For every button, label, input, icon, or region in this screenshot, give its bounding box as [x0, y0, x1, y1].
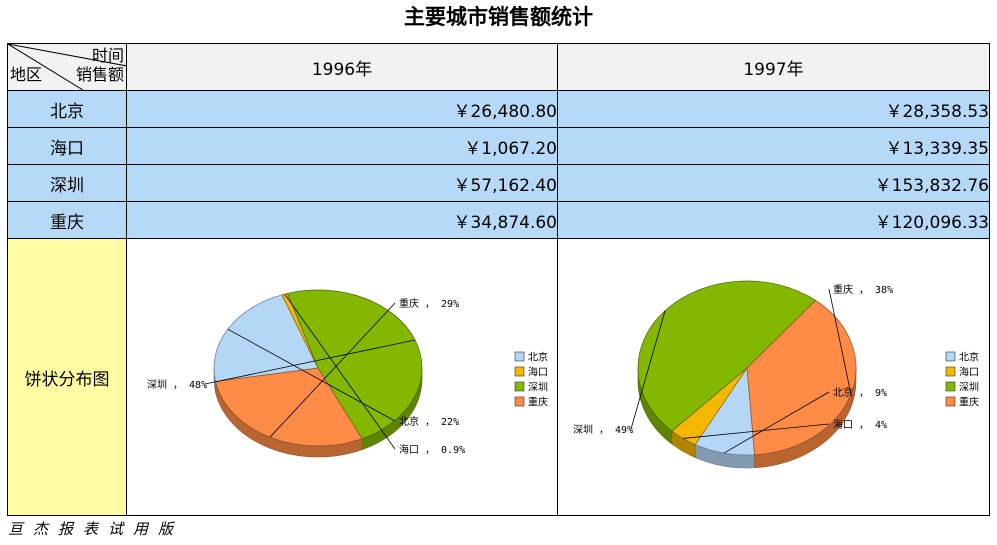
legend-swatch	[514, 366, 525, 377]
slice-label: 北京 ， 9%	[833, 386, 887, 399]
slice-label: 北京 ， 22%	[399, 415, 459, 428]
sales-cell: ￥28,358.53	[557, 90, 990, 128]
city-cell: 海口	[7, 127, 127, 165]
sales-cell: ￥13,339.35	[557, 127, 990, 165]
sales-cell: ￥57,162.40	[126, 164, 558, 202]
leader-line	[723, 391, 830, 454]
table-row: 深圳 ￥57,162.40 ￥153,832.76	[7, 164, 990, 202]
sales-cell: ￥1,067.20	[126, 127, 558, 165]
table-row: 北京 ￥26,480.80 ￥28,358.53	[7, 90, 990, 128]
pie-slice-北京	[213, 294, 319, 382]
legend-label: 北京	[959, 351, 979, 364]
slice-label: 深圳 ， 49%	[573, 424, 633, 436]
trial-version-footer: 亘杰报表试用版	[8, 520, 184, 538]
corner-region-label: 地区	[10, 65, 43, 84]
legend-label: 重庆	[959, 396, 979, 409]
table-row: 海口 ￥1,067.20 ￥13,339.35	[7, 127, 990, 165]
pie-cell-1996: 北京 ， 22% 海口 ， 0.9% 深圳 ， 48% 重庆 ， 29% 北京海口深圳重…	[126, 238, 558, 516]
table-row: 重庆 ￥34,874.60 ￥120,096.33	[7, 201, 990, 239]
year-header-1996: 1996年	[126, 43, 558, 91]
legend-swatch	[514, 381, 525, 392]
corner-header-cell: 时间 销售额 地区	[7, 43, 127, 91]
slice-label: 深圳 ， 48%	[147, 379, 207, 391]
leader-line	[284, 293, 396, 450]
leader-line	[227, 328, 396, 422]
legend-label: 海口	[528, 366, 548, 379]
legend-label: 深圳	[959, 382, 979, 394]
legend-swatch	[514, 351, 525, 362]
city-cell: 深圳	[7, 164, 127, 202]
legend-swatch	[945, 366, 956, 377]
legend-swatch	[945, 381, 956, 392]
corner-time-label: 时间	[91, 46, 124, 65]
legend-label: 深圳	[528, 382, 548, 394]
leader-line	[630, 310, 666, 430]
pie-row-label: 饼状分布图	[7, 238, 127, 516]
leader-line	[204, 339, 416, 385]
legend-label: 重庆	[528, 396, 548, 409]
legend-swatch	[945, 396, 956, 407]
slice-label: 海口 ， 4%	[833, 418, 887, 431]
city-cell: 重庆	[7, 201, 127, 239]
legend-label: 北京	[528, 351, 548, 364]
leader-line	[828, 288, 852, 395]
sales-cell: ￥120,096.33	[557, 201, 990, 239]
report-title: 主要城市销售额统计	[404, 5, 593, 29]
sales-table: 时间 销售额 地区 1996年 1997年 北京 ￥26,480.80 ￥28,…	[7, 43, 990, 516]
leader-line	[682, 423, 830, 439]
pie-cell-1997: 北京 ， 9% 海口 ， 4% 深圳 ， 49% 重庆 ， 38% 北京海口深圳重庆	[557, 238, 990, 516]
header-row: 时间 销售额 地区 1996年 1997年	[7, 43, 990, 91]
slice-label: 重庆 ， 38%	[833, 283, 893, 296]
slice-label: 重庆 ， 29%	[399, 297, 459, 310]
legend-label: 海口	[959, 366, 979, 379]
year-header-1997: 1997年	[557, 43, 990, 91]
leader-line	[269, 302, 396, 438]
pie-chart-1996: 北京 ， 22% 海口 ， 0.9% 深圳 ， 48% 重庆 ， 29% 北京海口深圳重…	[147, 289, 548, 458]
pie-row: 饼状分布图 北京 ， 22% 海口 ， 0.9% 深圳 ， 48% 重庆 ， 29% 北…	[7, 238, 990, 516]
city-cell: 北京	[7, 90, 127, 128]
sales-cell: ￥26,480.80	[126, 90, 558, 128]
corner-sales-label: 销售额	[75, 65, 124, 84]
legend-swatch	[945, 351, 956, 362]
sales-cell: ￥34,874.60	[126, 201, 558, 239]
legend-swatch	[514, 396, 525, 407]
sales-cell: ￥153,832.76	[557, 164, 990, 202]
slice-label: 海口 ， 0.9%	[399, 443, 465, 456]
pie-slice-重庆	[746, 299, 857, 456]
corner-diagonal-lines	[8, 44, 126, 90]
